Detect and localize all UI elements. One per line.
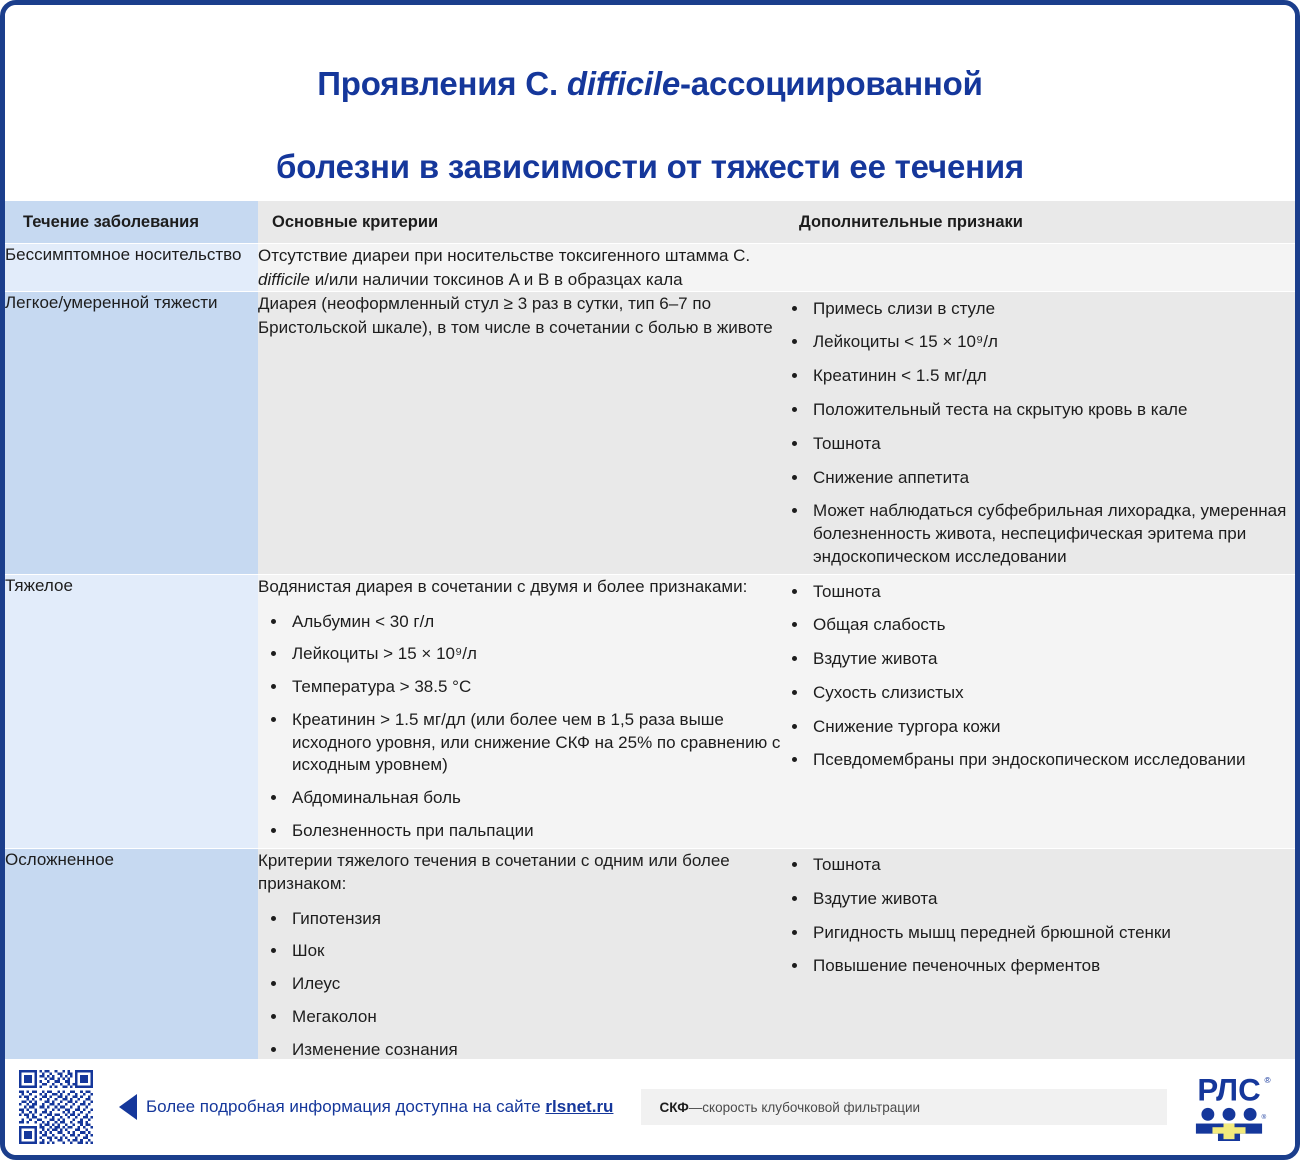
additional-signs-list: Примесь слизи в стулеЛейкоциты < 15 × 10… — [785, 292, 1295, 574]
rls-logo[interactable]: РЛС ® ® — [1183, 1073, 1279, 1141]
title-italic-species: difficile — [566, 64, 681, 102]
title-prefix: Проявления C. — [317, 64, 567, 102]
main-text-suffix: и/или наличии токсинов A и B в образцах … — [309, 269, 683, 289]
list-item: Может наблюдаться субфебрильная лихорадк… — [809, 495, 1295, 574]
list-item: Вздутие живота — [809, 643, 1295, 677]
table-row: Тяжелое Водянистая диарея в сочетании с … — [5, 574, 1295, 849]
title-bar: Проявления C. difficile-ассоциированной … — [5, 5, 1295, 202]
row-category-mild: Легкое/умеренной тяжести — [5, 291, 258, 575]
main-criteria-list: Альбумин < 30 г/лЛейкоциты > 15 × 10⁹/лТ… — [258, 606, 785, 848]
row-category-complicated: Осложненное — [5, 847, 258, 1100]
row-main-criteria-complicated: Критерии тяжелого течения в сочетании с … — [258, 847, 785, 1100]
row-main-criteria-mild: Диарея (неоформленный стул ≥ 3 раз в сут… — [258, 291, 785, 575]
rls-logo-icon: РЛС ® ® — [1195, 1073, 1271, 1141]
abbreviation-dash: — — [688, 1099, 703, 1115]
list-item: Тошнота — [809, 575, 1295, 609]
row-additional-signs-asymptomatic — [785, 243, 1295, 292]
row-category-asymptomatic: Бессимптомное носительство — [5, 243, 258, 292]
list-item: Изменение сознания — [288, 1034, 785, 1067]
list-item: Гипотензия — [288, 903, 785, 936]
list-item: Снижение тургора кожи — [809, 710, 1295, 744]
row-additional-signs-severe: ТошнотаОбщая слабостьВздутие животаСухос… — [785, 574, 1295, 849]
site-note: Более подробная информация доступна на с… — [146, 1097, 613, 1117]
footer-bar: Более подробная информация доступна на с… — [5, 1059, 1295, 1155]
list-item: Примесь слизи в стуле — [809, 292, 1295, 326]
row-main-criteria-asymptomatic: Отсутствие диареи при носительстве токси… — [258, 243, 785, 292]
qr-code-icon[interactable] — [19, 1070, 93, 1144]
row-category-severe: Тяжелое — [5, 574, 258, 849]
list-item: Вздутие живота — [809, 882, 1295, 916]
main-criteria-text: Диарея (неоформленный стул ≥ 3 раз в сут… — [258, 294, 773, 337]
table-row: Легкое/умеренной тяжести Диарея (неоформ… — [5, 291, 1295, 575]
site-link[interactable]: rlsnet.ru — [545, 1097, 614, 1116]
list-item: Положительный теста на скрытую кровь в к… — [809, 394, 1295, 428]
title-line2: болезни в зависимости от тяжести ее тече… — [276, 147, 1024, 185]
column-header-main-criteria: Основные критерии — [258, 201, 785, 244]
list-item: Креатинин > 1.5 мг/дл (или более чем в 1… — [288, 704, 785, 782]
list-item: Шок — [288, 935, 785, 968]
row-main-criteria-severe: Водянистая диарея в сочетании с двумя и … — [258, 574, 785, 849]
table-row: Осложненное Критерии тяжелого течения в … — [5, 847, 1295, 1100]
list-item: Ригидность мышц передней брюшной стенки — [809, 916, 1295, 950]
abbreviation-term: СКФ — [659, 1099, 689, 1115]
list-item: Абдоминальная боль — [288, 782, 785, 815]
site-note-text: Более подробная информация доступна на с… — [146, 1097, 546, 1116]
list-item: Псевдомембраны при эндоскопическом иссле… — [809, 744, 1295, 778]
list-item: Лейкоциты < 15 × 10⁹/л — [809, 326, 1295, 360]
page-title: Проявления C. difficile-ассоциированной … — [45, 21, 1255, 187]
list-item: Снижение аппетита — [809, 461, 1295, 495]
additional-signs-list: ТошнотаВздутие животаРигидность мышц пер… — [785, 849, 1295, 984]
title-line1: Проявления C. difficile-ассоциированной — [317, 64, 983, 102]
list-item: Тошнота — [809, 427, 1295, 461]
svg-text:®: ® — [1262, 1113, 1267, 1121]
row-additional-signs-complicated: ТошнотаВздутие животаРигидность мышц пер… — [785, 847, 1295, 1100]
column-header-additional-signs: Дополнительные признаки — [785, 201, 1295, 244]
list-item: Мегаколон — [288, 1001, 785, 1034]
rls-logo-text: РЛС — [1197, 1073, 1260, 1108]
list-item: Альбумин < 30 г/л — [288, 606, 785, 639]
list-item: Температура > 38.5 °C — [288, 671, 785, 704]
abbreviation-definition: скорость клубочковой фильтрации — [702, 1099, 921, 1115]
italic-species: difficile — [258, 269, 310, 289]
column-header-course: Течение заболевания — [5, 201, 258, 244]
list-item: Лейкоциты > 15 × 10⁹/л — [288, 638, 785, 671]
main-criteria-text: Водянистая диарея в сочетании с двумя и … — [258, 577, 748, 597]
list-item: Болезненность при пальпации — [288, 815, 785, 848]
table-row: Бессимптомное носительство Отсутствие ди… — [5, 243, 1295, 292]
additional-signs-list: ТошнотаОбщая слабостьВздутие животаСухос… — [785, 575, 1295, 778]
row-additional-signs-mild: Примесь слизи в стулеЛейкоциты < 15 × 10… — [785, 291, 1295, 575]
title-suffix: -ассоциированной — [680, 64, 983, 102]
list-item: Тошнота — [809, 849, 1295, 883]
list-item: Повышение печеночных ферментов — [809, 950, 1295, 984]
main-criteria-text: Отсутствие диареи при носительстве токси… — [258, 244, 785, 291]
list-item: Креатинин < 1.5 мг/дл — [809, 360, 1295, 394]
left-arrow-icon — [119, 1094, 137, 1120]
table-header-row: Течение заболевания Основные критерии До… — [5, 201, 1295, 244]
severity-table: Течение заболевания Основные критерии До… — [5, 201, 1295, 1100]
list-item: Илеус — [288, 968, 785, 1001]
rls-logo-registered: ® — [1265, 1076, 1271, 1085]
main-text-prefix: Отсутствие диареи при носительстве токси… — [258, 246, 751, 266]
abbreviation-note: СКФ — скорость клубочковой фильтрации — [641, 1089, 1167, 1125]
main-criteria-text: Критерии тяжелого течения в сочетании с … — [258, 850, 730, 894]
list-item: Общая слабость — [809, 609, 1295, 643]
list-item: Сухость слизистых — [809, 676, 1295, 710]
